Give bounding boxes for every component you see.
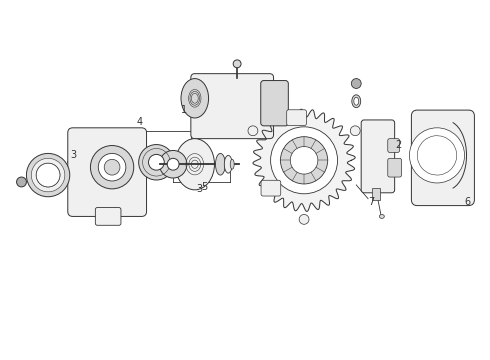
Ellipse shape [175,139,215,190]
Circle shape [248,126,258,136]
Ellipse shape [379,215,384,219]
Text: 6: 6 [465,197,471,207]
Bar [372,188,380,200]
Circle shape [299,215,309,224]
FancyBboxPatch shape [361,120,394,193]
Circle shape [290,147,318,174]
Circle shape [270,127,338,194]
Text: 3: 3 [71,150,77,160]
FancyBboxPatch shape [261,81,288,126]
Circle shape [36,163,60,187]
Circle shape [148,154,164,170]
Circle shape [17,177,26,187]
Ellipse shape [354,97,359,105]
Ellipse shape [216,153,225,175]
Polygon shape [253,109,355,211]
Ellipse shape [224,156,232,173]
FancyBboxPatch shape [287,110,306,126]
Circle shape [26,153,70,197]
Circle shape [350,126,360,136]
Text: 4: 4 [137,117,143,127]
Circle shape [280,137,328,184]
Circle shape [104,159,120,175]
Text: 3: 3 [197,184,203,194]
Text: 2: 2 [395,140,402,149]
Circle shape [31,158,65,192]
FancyBboxPatch shape [96,208,121,225]
Text: 7: 7 [368,197,374,207]
FancyBboxPatch shape [388,139,399,152]
Circle shape [167,158,179,170]
Ellipse shape [181,78,209,118]
Circle shape [410,128,465,183]
Circle shape [159,150,187,178]
Circle shape [233,60,241,68]
Circle shape [139,145,174,180]
FancyBboxPatch shape [388,158,401,177]
Text: 1: 1 [181,105,187,115]
Circle shape [98,153,126,181]
Circle shape [91,145,134,189]
FancyBboxPatch shape [68,128,147,216]
Text: 5: 5 [201,182,207,192]
FancyBboxPatch shape [191,74,273,139]
FancyBboxPatch shape [412,110,474,206]
Circle shape [351,78,361,89]
Circle shape [36,163,60,187]
Ellipse shape [230,159,234,169]
Ellipse shape [352,95,361,108]
FancyBboxPatch shape [261,180,281,196]
